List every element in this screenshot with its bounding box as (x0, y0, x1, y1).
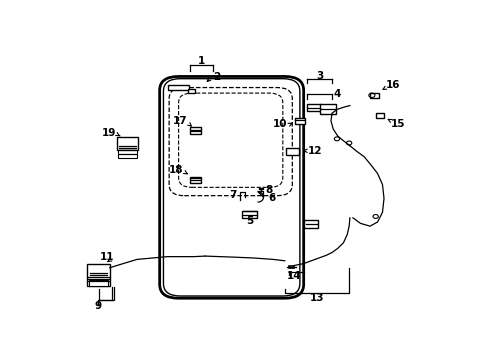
Text: 4: 4 (333, 89, 341, 99)
Bar (242, 211, 257, 219)
Bar (319, 104, 335, 114)
Text: 17: 17 (173, 116, 187, 126)
Text: 5: 5 (246, 216, 253, 226)
Bar (89, 280, 107, 286)
Text: 14: 14 (286, 271, 301, 281)
Bar (188, 89, 195, 93)
Text: 11: 11 (99, 252, 114, 262)
Bar (118, 150, 136, 158)
Bar (190, 176, 201, 183)
Text: 6: 6 (268, 193, 275, 203)
Bar (375, 113, 384, 118)
Bar (304, 220, 318, 228)
Text: 3: 3 (315, 71, 323, 81)
Text: 18: 18 (168, 165, 183, 175)
Text: 16: 16 (386, 80, 400, 90)
Text: 1: 1 (197, 56, 204, 66)
Bar (306, 104, 321, 111)
Text: 13: 13 (309, 293, 324, 303)
Text: 19: 19 (102, 128, 116, 138)
Text: 2: 2 (212, 72, 220, 82)
Bar (117, 136, 138, 150)
Bar (168, 85, 189, 90)
Text: 10: 10 (272, 118, 286, 129)
Text: 15: 15 (390, 118, 405, 129)
Text: 9: 9 (95, 301, 102, 311)
Text: 8: 8 (265, 185, 272, 195)
Bar (288, 266, 294, 268)
Bar (294, 118, 305, 124)
Text: 12: 12 (307, 146, 322, 156)
Bar (369, 93, 379, 98)
Bar (190, 127, 201, 134)
Text: 7: 7 (229, 190, 237, 200)
Bar (86, 264, 110, 286)
Bar (285, 148, 298, 155)
